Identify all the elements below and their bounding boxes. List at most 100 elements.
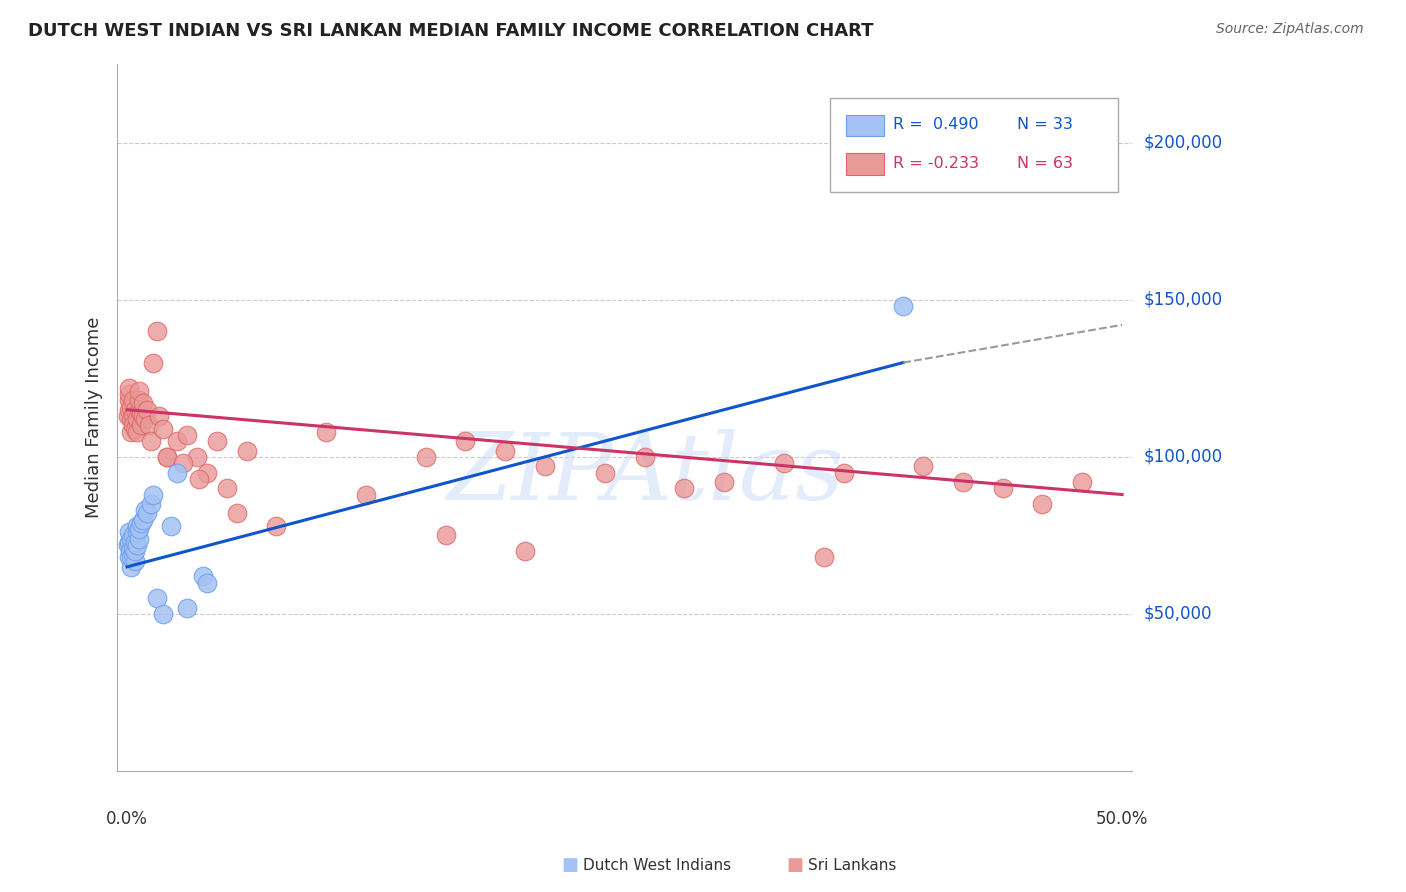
Point bbox=[117, 409, 139, 423]
Point bbox=[118, 381, 141, 395]
Point bbox=[122, 409, 145, 423]
Point bbox=[136, 507, 159, 521]
Point bbox=[122, 547, 145, 561]
Point bbox=[122, 528, 145, 542]
Text: ZIPAtlas: ZIPAtlas bbox=[446, 429, 844, 519]
Text: $50,000: $50,000 bbox=[1143, 605, 1212, 623]
Point bbox=[146, 591, 169, 606]
Point bbox=[187, 472, 209, 486]
Point bbox=[160, 519, 183, 533]
Text: R = -0.233: R = -0.233 bbox=[893, 156, 979, 170]
Point bbox=[952, 475, 974, 489]
Point bbox=[156, 450, 179, 464]
Point bbox=[166, 434, 188, 449]
Point bbox=[120, 532, 142, 546]
Point bbox=[139, 497, 162, 511]
Point bbox=[138, 418, 160, 433]
Point bbox=[891, 299, 914, 313]
Point bbox=[118, 525, 141, 540]
Point bbox=[127, 525, 149, 540]
Point bbox=[117, 538, 139, 552]
Point bbox=[1071, 475, 1094, 489]
Point bbox=[156, 450, 179, 464]
Text: N = 63: N = 63 bbox=[1017, 156, 1073, 170]
Point bbox=[128, 522, 150, 536]
Point bbox=[122, 393, 145, 408]
Point bbox=[195, 575, 218, 590]
Point bbox=[128, 393, 150, 408]
Point bbox=[142, 487, 165, 501]
Point bbox=[124, 534, 146, 549]
Point bbox=[136, 402, 159, 417]
Point bbox=[132, 396, 155, 410]
Point bbox=[593, 466, 616, 480]
Point bbox=[176, 600, 198, 615]
Text: Sri Lankans: Sri Lankans bbox=[808, 858, 897, 872]
Point bbox=[132, 409, 155, 423]
Point bbox=[148, 409, 170, 423]
Point bbox=[128, 402, 150, 417]
Point bbox=[633, 450, 655, 464]
Point bbox=[120, 400, 142, 414]
Point bbox=[415, 450, 437, 464]
Point bbox=[142, 355, 165, 369]
Point bbox=[772, 456, 794, 470]
Text: $100,000: $100,000 bbox=[1143, 448, 1222, 466]
Point bbox=[122, 541, 145, 555]
Point bbox=[124, 553, 146, 567]
Y-axis label: Median Family Income: Median Family Income bbox=[86, 317, 103, 518]
Point bbox=[673, 481, 696, 495]
Point bbox=[134, 503, 156, 517]
Point bbox=[128, 384, 150, 398]
Point bbox=[127, 412, 149, 426]
Point bbox=[166, 466, 188, 480]
Point bbox=[118, 534, 141, 549]
Text: ■: ■ bbox=[786, 856, 803, 874]
Point bbox=[172, 456, 194, 470]
Point bbox=[513, 544, 536, 558]
Point bbox=[146, 324, 169, 338]
Text: R =  0.490: R = 0.490 bbox=[893, 118, 979, 132]
Point bbox=[118, 387, 141, 401]
Point bbox=[494, 443, 516, 458]
Point bbox=[120, 559, 142, 574]
Point bbox=[118, 550, 141, 565]
Point bbox=[118, 393, 141, 408]
Point bbox=[129, 418, 152, 433]
Point bbox=[195, 466, 218, 480]
Point bbox=[454, 434, 477, 449]
Point bbox=[176, 427, 198, 442]
Point bbox=[120, 550, 142, 565]
Point bbox=[152, 607, 174, 621]
Point bbox=[128, 532, 150, 546]
Point bbox=[139, 434, 162, 449]
Text: Dutch West Indians: Dutch West Indians bbox=[583, 858, 731, 872]
Point bbox=[266, 519, 288, 533]
Point bbox=[534, 459, 557, 474]
Point bbox=[215, 481, 238, 495]
Text: ■: ■ bbox=[561, 856, 578, 874]
Text: Source: ZipAtlas.com: Source: ZipAtlas.com bbox=[1216, 22, 1364, 37]
Text: $150,000: $150,000 bbox=[1143, 291, 1222, 309]
Point bbox=[991, 481, 1014, 495]
Point bbox=[205, 434, 228, 449]
Point bbox=[134, 412, 156, 426]
Point bbox=[434, 528, 457, 542]
Point bbox=[129, 516, 152, 530]
Point bbox=[132, 513, 155, 527]
Point bbox=[124, 402, 146, 417]
Point bbox=[354, 487, 377, 501]
Point bbox=[120, 412, 142, 426]
Point bbox=[122, 418, 145, 433]
Point bbox=[235, 443, 257, 458]
Point bbox=[127, 425, 149, 439]
Point bbox=[118, 402, 141, 417]
Point bbox=[124, 544, 146, 558]
Point bbox=[191, 569, 214, 583]
Point bbox=[1031, 497, 1053, 511]
Point bbox=[315, 425, 337, 439]
Point bbox=[813, 550, 835, 565]
Point bbox=[152, 421, 174, 435]
Point bbox=[832, 466, 855, 480]
Text: $200,000: $200,000 bbox=[1143, 134, 1222, 152]
